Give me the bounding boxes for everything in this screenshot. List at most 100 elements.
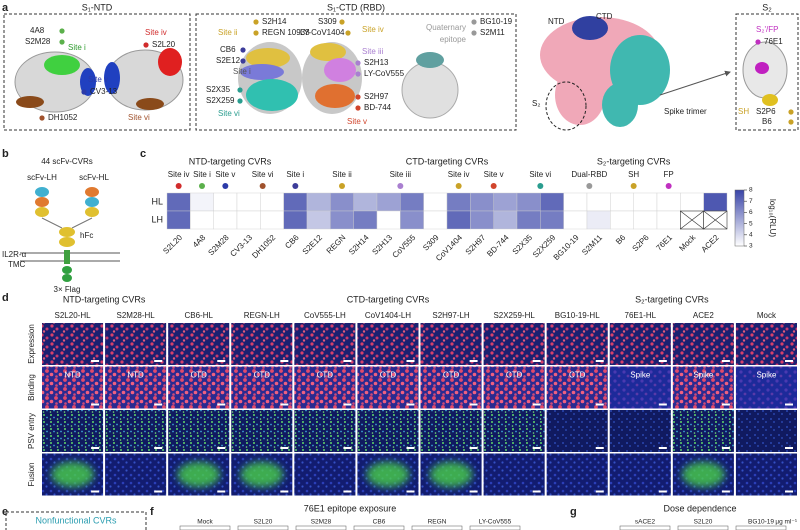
column-label: CoV555-LH xyxy=(304,311,346,320)
site-dot xyxy=(755,39,761,45)
column-label: S309 xyxy=(421,233,441,253)
site-dot xyxy=(355,105,361,111)
structure-label: B6 xyxy=(762,117,772,126)
box xyxy=(5,511,147,530)
structure-label: SH xyxy=(738,107,749,116)
group-title: NTD-targeting CVRs xyxy=(189,156,272,166)
heatmap-cell xyxy=(656,192,681,212)
panel-title: Nonfunctional CVRs xyxy=(35,515,117,525)
micrograph xyxy=(420,366,482,409)
column-label: LY-CoV555 xyxy=(479,519,512,526)
column-label: S2L20-HL xyxy=(55,311,92,320)
scale-bar xyxy=(91,360,100,362)
column-label: S2M28 xyxy=(206,233,231,258)
scale-bar xyxy=(280,403,289,406)
group-title: S₂-targeting CVRs xyxy=(635,294,709,304)
micrograph xyxy=(546,453,608,496)
heatmap-cell xyxy=(306,210,331,230)
panel-letter: c xyxy=(140,148,146,160)
structure-label: Site vi xyxy=(218,109,240,118)
binding-target: CTD xyxy=(443,371,460,380)
group-title: CTD-targeting CVRs xyxy=(406,156,489,166)
heatmap-cell xyxy=(306,192,331,212)
site-label: Site iv xyxy=(168,170,190,179)
site-dot xyxy=(397,183,404,189)
plot-frame xyxy=(179,525,231,530)
micrograph xyxy=(105,410,167,452)
micrograph xyxy=(546,366,608,409)
binding-target: CTD xyxy=(569,371,586,380)
scale-bar xyxy=(595,403,604,406)
panel-title: 76E1 epitope exposure xyxy=(304,503,397,513)
patch xyxy=(80,68,96,96)
construct-title: 44 scFv-CVRs xyxy=(41,157,93,166)
scale-bar xyxy=(91,490,100,493)
scale-bar xyxy=(406,360,415,362)
binding-target: CTD xyxy=(190,371,207,380)
panel-title: Dose dependence xyxy=(663,503,736,513)
scale-bar xyxy=(154,490,163,493)
column-label: CB6 xyxy=(373,519,386,526)
scale-bar xyxy=(658,360,667,362)
structure-label: epitope xyxy=(440,35,467,44)
column-label: S2M11 xyxy=(580,233,604,257)
structure-label: 76E1 xyxy=(764,37,783,46)
site-dot xyxy=(455,183,462,189)
scale-bar xyxy=(217,360,226,362)
micrograph xyxy=(483,323,545,365)
patch xyxy=(158,48,182,76)
micrograph xyxy=(357,410,419,452)
binding-target: Spike xyxy=(693,371,714,380)
heatmap-cell xyxy=(166,210,191,230)
patch xyxy=(44,55,80,75)
micrograph xyxy=(42,410,104,452)
patch xyxy=(762,94,778,106)
scale-bar xyxy=(658,403,667,406)
site-label: Site vi xyxy=(529,170,551,179)
structure-label: S2X259 xyxy=(206,96,235,105)
site-dot xyxy=(471,30,477,36)
structure-label: S2L20 xyxy=(152,40,176,49)
scale-bar xyxy=(154,403,163,406)
unit-label: µg ml⁻¹ xyxy=(775,519,797,526)
group-title: S₂-targeting CVRs xyxy=(597,156,671,166)
scale-bar xyxy=(469,490,478,493)
plot-frame xyxy=(469,525,521,530)
structure-label: BD-744 xyxy=(364,103,392,112)
column-label: S2H97 xyxy=(464,233,488,257)
site-dot xyxy=(788,109,794,115)
fusion-syncytium xyxy=(429,461,473,488)
column-label: BG10-19 xyxy=(748,519,774,526)
scale-bar xyxy=(785,403,793,406)
heatmap-cell xyxy=(423,210,448,230)
heatmap-cell xyxy=(260,192,284,212)
column-label: Mock xyxy=(197,519,213,526)
scale-bar xyxy=(343,360,352,362)
colorbar-tick-label: 5 xyxy=(749,220,753,227)
site-dot xyxy=(143,42,149,48)
site-dot xyxy=(259,183,266,189)
site-dot xyxy=(490,183,497,189)
construct-label: scFv-HL xyxy=(79,173,109,182)
panel-letter: a xyxy=(2,2,9,14)
column-label: Mock xyxy=(677,232,698,253)
colorbar-tick-label: 3 xyxy=(749,243,753,250)
micrograph xyxy=(294,366,356,409)
structure-label: S₂'/FP xyxy=(756,25,778,34)
heatmap-cell xyxy=(633,210,658,230)
heatmap-cell xyxy=(446,192,471,212)
scale-bar xyxy=(91,447,100,449)
structure-label: DH1052 xyxy=(48,113,78,122)
scale-bar xyxy=(721,360,730,362)
micrograph xyxy=(231,366,293,409)
box xyxy=(735,13,799,131)
scale-bar xyxy=(469,403,478,406)
scale-bar xyxy=(154,360,163,362)
scale-bar xyxy=(280,447,289,449)
scale-bar xyxy=(658,490,667,493)
plot-frame xyxy=(353,525,405,530)
heatmap-cell xyxy=(493,192,518,212)
scale-bar xyxy=(217,447,226,449)
construct-label: 3× Flag xyxy=(54,285,81,294)
micrograph xyxy=(231,323,293,365)
